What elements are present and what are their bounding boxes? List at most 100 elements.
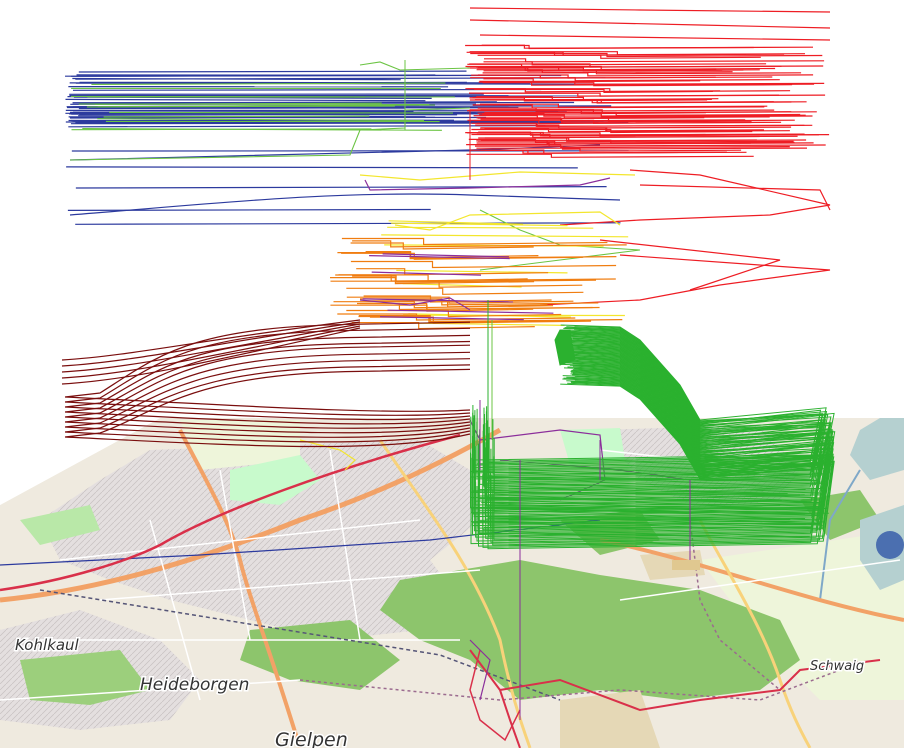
trajectory-line (483, 78, 701, 83)
trajectory-line (471, 74, 716, 79)
trajectory-line (480, 127, 765, 132)
trajectory-bundle-light-green[interactable] (69, 61, 641, 271)
trajectory-line (478, 507, 828, 509)
place-label-gielpen: Gielpen (275, 729, 348, 748)
trajectory-line (469, 419, 606, 501)
trajectory-line (61, 325, 361, 379)
trajectory-line (75, 81, 467, 84)
trajectory-line (469, 7, 831, 13)
trajectory-line (352, 275, 597, 283)
trajectory-vertical-stems (404, 60, 691, 720)
trajectory-line (109, 111, 454, 114)
trajectory-line (470, 149, 726, 154)
trajectory-line (341, 237, 608, 246)
trajectory-line (359, 297, 471, 311)
trajectory-bundle-red[interactable] (465, 7, 831, 306)
trajectory-line (388, 220, 524, 225)
trajectory-line (599, 239, 781, 291)
trajectory-line (481, 502, 781, 506)
trajectory-line (379, 316, 524, 321)
trajectory-line (64, 340, 471, 425)
trajectory-line (330, 280, 583, 288)
trajectory-line (539, 254, 831, 306)
trajectory-line (64, 334, 471, 421)
railway (299, 669, 841, 701)
trajectory-line (469, 99, 792, 104)
place-label-kohlkaul: Kohlkaul (15, 636, 80, 654)
trajectory-bundle-purple[interactable] (359, 177, 691, 701)
trajectory-line (639, 184, 831, 211)
major-road (0, 427, 502, 603)
trajectory-line (394, 211, 621, 231)
trajectory-line (61, 323, 361, 373)
trajectory-line (359, 61, 471, 71)
map-labels: Kohlkaul Heideborgen Gielpen Schwaig (14, 635, 866, 748)
river (850, 418, 904, 480)
route-on-map (469, 649, 521, 742)
trajectory-line (369, 255, 510, 260)
farmland-area (700, 530, 904, 700)
trajectory-line (97, 118, 425, 122)
trajectory-line (474, 478, 821, 481)
trajectory-line (391, 222, 568, 227)
trajectory-line (484, 58, 825, 63)
park-area (20, 505, 100, 545)
trajectory-line (466, 51, 747, 56)
place-label-schwaig: Schwaig (810, 659, 864, 674)
trajectory-line (82, 128, 442, 131)
trajectory-line (69, 116, 436, 119)
trajectory-line (477, 140, 751, 145)
trajectory-line (476, 96, 719, 101)
trajectory-line (554, 329, 576, 366)
trajectory-line (481, 44, 814, 49)
trajectory-line (103, 115, 370, 118)
trajectory-line (69, 144, 601, 161)
trajectory-line (477, 107, 775, 112)
trajectory-line (472, 522, 822, 525)
trajectory-line (75, 222, 621, 225)
trajectory-line (478, 510, 814, 515)
trajectory-line (484, 128, 790, 133)
trajectory-bundle-green[interactable] (470, 324, 836, 550)
trajectory-line (484, 504, 824, 509)
river (819, 469, 861, 601)
trajectory-line (65, 98, 426, 102)
trajectory-line (484, 111, 801, 117)
forest-area (380, 560, 800, 700)
trajectory-line (64, 364, 471, 443)
trajectory-line (64, 351, 471, 434)
route-on-map (0, 433, 461, 592)
trajectory-line (479, 34, 831, 41)
place-label-heideborgen: Heideborgen (140, 675, 249, 695)
forest-area (20, 650, 150, 705)
trajectory-line (352, 240, 627, 248)
trajectory-line (86, 105, 395, 108)
trajectory-line (69, 107, 471, 161)
urban-area (40, 440, 480, 640)
trajectory-line (351, 322, 535, 330)
trajectory-line (364, 177, 611, 191)
trajectory-line (482, 113, 813, 118)
trajectory-line (387, 309, 554, 314)
trajectory-line (476, 142, 826, 147)
trajectory-line (474, 88, 713, 94)
trajectory-line (367, 300, 548, 308)
trajectory-line (478, 137, 807, 142)
trajectory-line (68, 125, 546, 128)
trajectory-line (61, 327, 361, 385)
trajectory-bundle-dark-red[interactable] (61, 319, 471, 448)
trajectory-line (64, 368, 471, 448)
trajectory-line (477, 54, 761, 59)
trajectory-line (69, 193, 621, 216)
trajectory-line (470, 77, 780, 82)
trajectory-line (381, 234, 629, 238)
trajectory-line (483, 526, 824, 529)
trajectory-line (479, 516, 806, 520)
trajectory-line (360, 298, 599, 306)
trajectory-line (488, 517, 816, 523)
trajectory-line (358, 315, 623, 323)
trajectory-line (64, 358, 471, 438)
trajectory-line (487, 487, 788, 494)
trajectory-line (91, 82, 446, 85)
trajectory-line (330, 277, 535, 285)
